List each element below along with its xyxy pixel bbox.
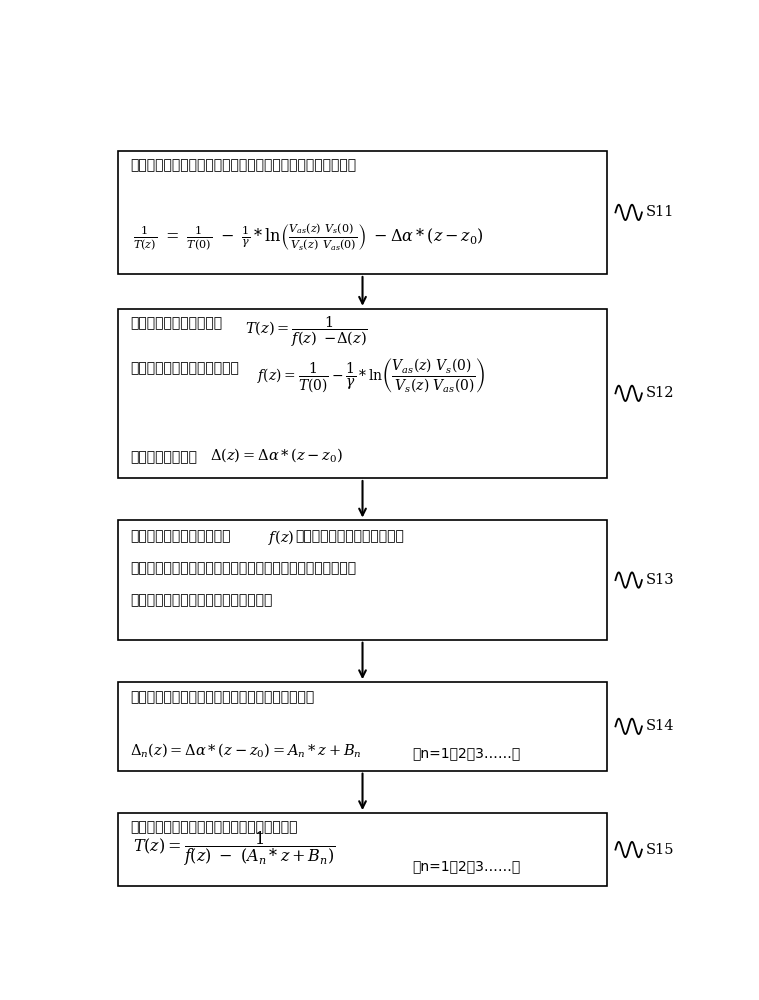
Text: 未修正的温度数据反比曲线：: 未修正的温度数据反比曲线： (131, 361, 239, 375)
Text: S11: S11 (645, 205, 674, 219)
Text: S12: S12 (645, 386, 674, 400)
Text: S13: S13 (645, 573, 674, 587)
Text: $\Delta(z)=\Delta\alpha*(z-z_{0})$: $\Delta(z)=\Delta\alpha*(z-z_{0})$ (209, 446, 343, 464)
Text: 线分为若干个近似线性的分段区间，该功能可通过未修正的温: 线分为若干个近似线性的分段区间，该功能可通过未修正的温 (131, 561, 356, 575)
Text: 度数据反比曲线的变化趋势来自动分段: 度数据反比曲线的变化趋势来自动分段 (131, 593, 272, 607)
Text: $f(z)$: $f(z)$ (269, 528, 294, 547)
Text: （n=1、2、3……）: （n=1、2、3……） (413, 859, 521, 873)
Text: （n=1、2、3……）: （n=1、2、3……） (413, 747, 521, 761)
Text: 采用本发明的修正算法的温度解调计算公式：: 采用本发明的修正算法的温度解调计算公式： (131, 821, 298, 835)
FancyBboxPatch shape (118, 520, 606, 640)
Text: 未修正的温度数据反比曲线: 未修正的温度数据反比曲线 (131, 530, 231, 544)
Text: 为非线性曲线，需要先将该曲: 为非线性曲线，需要先将该曲 (294, 530, 404, 544)
Text: S14: S14 (645, 719, 674, 733)
Text: 基于光时域反射原理和参考光纤法的原始温度解调计算公式：: 基于光时域反射原理和参考光纤法的原始温度解调计算公式： (131, 158, 356, 172)
Text: $T(z)=\dfrac{1}{f(z)\ -\!\Delta(z)}$: $T(z)=\dfrac{1}{f(z)\ -\!\Delta(z)}$ (245, 315, 368, 349)
Text: 改写温度解调计算公式：: 改写温度解调计算公式： (131, 316, 222, 330)
Text: $\Delta_{n}(z)=\Delta\alpha*(z-z_{0})=A_{n}*z+B_{n}$: $\Delta_{n}(z)=\Delta\alpha*(z-z_{0})=A_… (131, 741, 362, 759)
FancyBboxPatch shape (118, 309, 606, 478)
FancyBboxPatch shape (118, 151, 606, 274)
Text: 修正量数据曲线：: 修正量数据曲线： (131, 450, 197, 464)
FancyBboxPatch shape (118, 682, 606, 771)
Text: $f(z)=\dfrac{1}{T(0)}-\dfrac{1}{\gamma}*\ln\!\left(\dfrac{V_{as}(z)}{V_{s}(z)}\d: $f(z)=\dfrac{1}{T(0)}-\dfrac{1}{\gamma}*… (257, 357, 485, 395)
FancyBboxPatch shape (118, 813, 606, 886)
Text: $\frac{1}{T(z)}\ =\ \frac{1}{T(0)}\ -\ \frac{1}{\gamma}*\ln\!\left(\frac{V_{as}(: $\frac{1}{T(z)}\ =\ \frac{1}{T(0)}\ -\ \… (133, 221, 484, 253)
Text: $T(z)=\dfrac{1}{f(z)\ -\ (A_{n}*z+B_{n})}$: $T(z)=\dfrac{1}{f(z)\ -\ (A_{n}*z+B_{n})… (133, 829, 335, 868)
Text: S15: S15 (645, 843, 674, 857)
Text: 采用线性拟合方式计算各分段的修正量数据曲线：: 采用线性拟合方式计算各分段的修正量数据曲线： (131, 690, 314, 704)
